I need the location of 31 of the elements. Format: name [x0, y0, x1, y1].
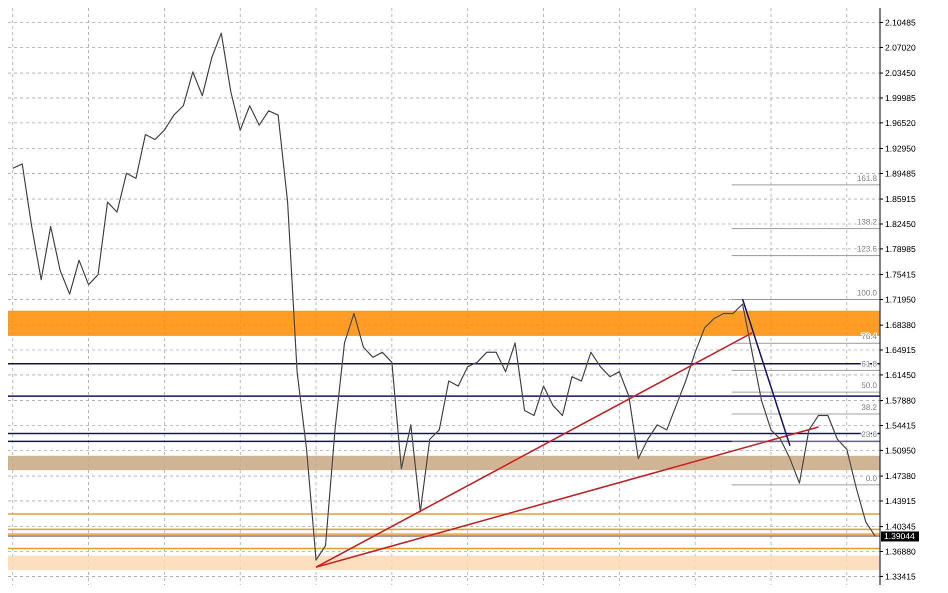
- y-tick-label: 1.92950: [885, 143, 916, 154]
- y-tick-label: 1.85915: [885, 194, 916, 204]
- y-tick-label: 1.78985: [885, 244, 916, 254]
- annotation: 0.0: [866, 474, 878, 483]
- y-tick-label: 1.43915: [885, 496, 916, 506]
- y-tick-label: 1.64915: [885, 344, 916, 355]
- y-tick-label: 1.33415: [885, 571, 916, 582]
- y-tick-label: 1.50950: [885, 445, 916, 456]
- y-tick-label: 1.96520: [885, 118, 916, 128]
- y-tick-label: 1.75415: [885, 270, 916, 280]
- y-tick-label: 1.82450: [885, 218, 916, 229]
- y-tick-label: 1.36880: [885, 546, 916, 556]
- annotation: 100.0: [856, 288, 878, 298]
- y-tick-label: 1.99985: [885, 92, 916, 103]
- ref-line-label: 1.39044: [884, 530, 915, 541]
- y-tick-label: 2.03450: [885, 68, 916, 78]
- y-tick-label: 1.89485: [885, 168, 916, 178]
- annotation: 161.8: [856, 174, 878, 183]
- y-tick-label: 2.10485: [885, 17, 916, 28]
- y-tick-label: 1.57880: [885, 396, 916, 406]
- y-tick-label: 1.71950: [885, 294, 916, 304]
- annotation: 138.2: [856, 218, 878, 227]
- y-tick-label: 1.54415: [885, 420, 916, 430]
- y-tick-label: 2.07020: [885, 42, 916, 52]
- y-tick-label: 1.40345: [885, 522, 916, 532]
- annotation: 38.2: [861, 403, 878, 412]
- y-tick-label: 1.47380: [885, 471, 916, 482]
- y-tick-label: 1.61450: [885, 370, 916, 380]
- annotation: 123.6: [856, 244, 878, 254]
- y-tick-label: 1.68380: [885, 320, 916, 330]
- annotation: 50.0: [861, 381, 878, 390]
